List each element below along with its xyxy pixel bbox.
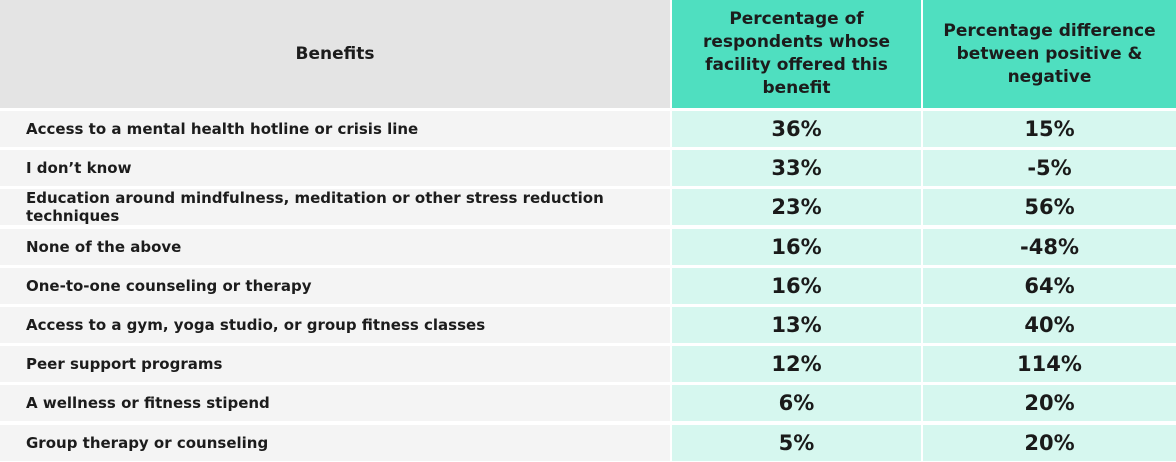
offered-cell: 12% — [672, 346, 921, 382]
table-row: Peer support programs 12% 114% — [0, 346, 1176, 382]
table-row: Access to a mental health hotline or cri… — [0, 111, 1176, 147]
table-row: Access to a gym, yoga studio, or group f… — [0, 307, 1176, 343]
table-row: A wellness or fitness stipend 6% 20% — [0, 385, 1176, 421]
difference-cell: -48% — [923, 229, 1176, 265]
table-row: Education around mindfulness, meditation… — [0, 189, 1176, 225]
benefit-cell: None of the above — [0, 229, 670, 265]
difference-cell: 64% — [923, 268, 1176, 304]
benefit-cell: Peer support programs — [0, 346, 670, 382]
difference-cell: 20% — [923, 385, 1176, 421]
offered-cell: 6% — [672, 385, 921, 421]
column-header-difference: Percentage difference between positive &… — [923, 0, 1176, 108]
benefit-cell: A wellness or fitness stipend — [0, 385, 670, 421]
offered-cell: 23% — [672, 189, 921, 225]
offered-cell: 16% — [672, 268, 921, 304]
offered-cell: 36% — [672, 111, 921, 147]
offered-cell: 5% — [672, 425, 921, 461]
table-row: None of the above 16% -48% — [0, 229, 1176, 265]
benefit-cell: Access to a mental health hotline or cri… — [0, 111, 670, 147]
benefit-cell: Access to a gym, yoga studio, or group f… — [0, 307, 670, 343]
offered-cell: 33% — [672, 150, 921, 186]
benefit-cell: I don’t know — [0, 150, 670, 186]
offered-cell: 16% — [672, 229, 921, 265]
table-header: Benefits Percentage of respondents whose… — [0, 0, 1176, 108]
difference-cell: 56% — [923, 189, 1176, 225]
difference-cell: 15% — [923, 111, 1176, 147]
difference-cell: 40% — [923, 307, 1176, 343]
table-row: Group therapy or counseling 5% 20% — [0, 425, 1176, 461]
column-header-benefits: Benefits — [0, 0, 670, 108]
column-header-offered: Percentage of respondents whose facility… — [672, 0, 921, 108]
benefit-cell: One-to-one counseling or therapy — [0, 268, 670, 304]
difference-cell: 20% — [923, 425, 1176, 461]
table-row: I don’t know 33% -5% — [0, 150, 1176, 186]
difference-cell: 114% — [923, 346, 1176, 382]
benefit-cell: Group therapy or counseling — [0, 425, 670, 461]
offered-cell: 13% — [672, 307, 921, 343]
table-row: One-to-one counseling or therapy 16% 64% — [0, 268, 1176, 304]
benefit-cell: Education around mindfulness, meditation… — [0, 189, 670, 225]
difference-cell: -5% — [923, 150, 1176, 186]
